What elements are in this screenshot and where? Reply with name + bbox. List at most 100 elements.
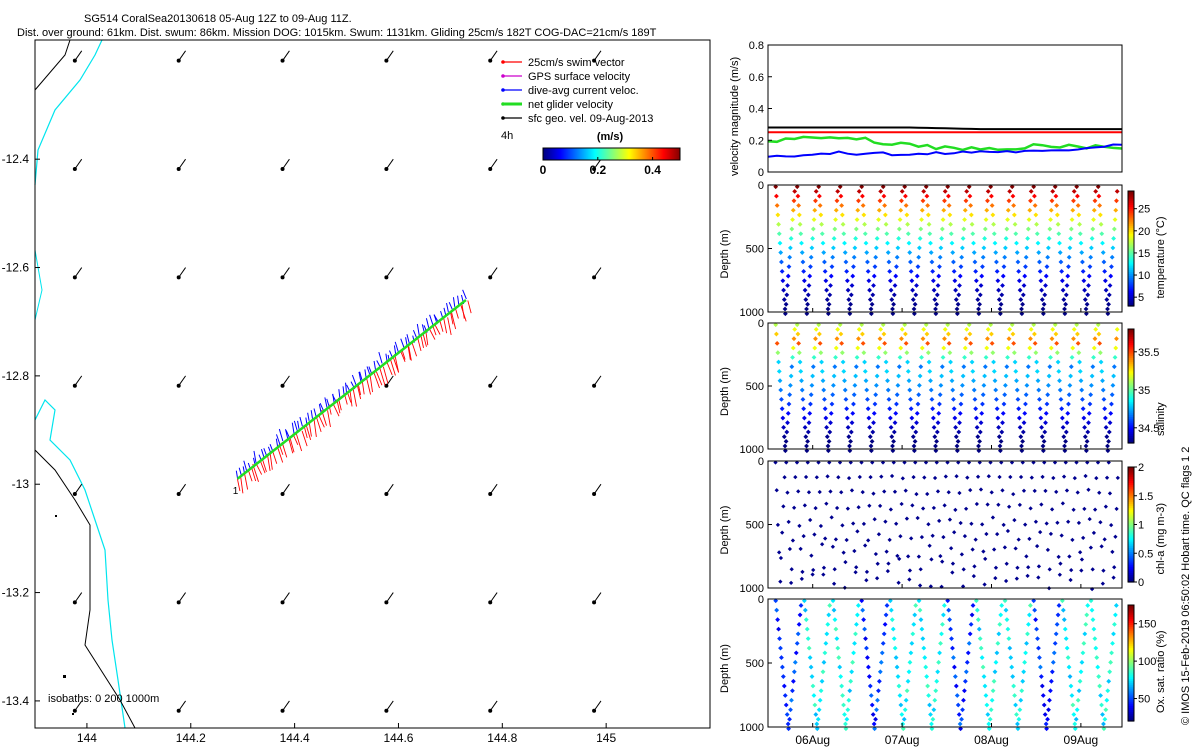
oxygen-colorbar-cell: [1128, 657, 1134, 660]
oxygen-colorbar-cell: [1128, 663, 1134, 666]
dive-avg-current-vector: [331, 394, 337, 402]
temperature-colorbar-cell: [1128, 271, 1134, 275]
temperature-colorbar-cell: [1128, 242, 1134, 246]
temperature-profile-point: [889, 297, 895, 302]
oxygen-profile-point: [817, 697, 823, 703]
chla-profile-point: [1001, 522, 1006, 527]
temperature-profile-point: [967, 193, 973, 199]
isobath-0-south-line: [34, 449, 136, 729]
chla-profile-point: [1040, 474, 1045, 480]
salinity-colorbar-cell: [1128, 348, 1134, 351]
temperature-profile-point: [800, 259, 806, 265]
dive-avg-current-vector: [443, 307, 447, 315]
oxygen-colorbar-cell: [1128, 672, 1134, 676]
salinity-profile-point: [905, 359, 910, 365]
temperature-profile-point: [813, 198, 818, 204]
temperature-profile-point: [1028, 198, 1033, 204]
map-colorbar-cell: [570, 148, 572, 160]
salinity-profile-point: [843, 396, 849, 402]
oxygen-profile-point: [1073, 716, 1079, 722]
salinity-profile-point: [806, 420, 812, 426]
current-arrow: [282, 158, 290, 170]
temperature-profile-point: [789, 226, 795, 232]
chla-profile-point: [840, 523, 845, 528]
oxygen-profile-point: [922, 655, 928, 660]
oxygen-colorbar-cell: [1128, 653, 1134, 656]
temperature-colorbar-cell: [1128, 279, 1134, 282]
salinity-profile-point: [1063, 438, 1068, 444]
oxygen-profile-point: [787, 716, 792, 722]
temperature-profile-point: [951, 268, 957, 274]
chla-profile-point: [808, 517, 813, 523]
chla-colorbar-cell: [1128, 562, 1134, 566]
temperature-profile-point: [958, 264, 964, 270]
swim-vector: [411, 342, 418, 357]
temperature-profile-point: [968, 212, 974, 218]
temperature-profile-point: [1020, 292, 1026, 298]
oxygen-profile-point: [931, 707, 937, 713]
current-arrow: [593, 158, 602, 170]
temperature-profile-point: [999, 292, 1005, 298]
temperature-profile-point: [1019, 306, 1024, 312]
chla-profile-point: [917, 583, 923, 588]
map-colorbar-cell: [602, 148, 604, 160]
map-colorbar-cell: [592, 148, 594, 160]
oxygen-profile-point: [897, 693, 903, 698]
salinity-profile-point: [874, 373, 880, 379]
dive-avg-current-vector: [253, 450, 257, 463]
oxygen-profile-point: [961, 697, 966, 703]
salinity-profile-point: [1112, 354, 1118, 360]
salinity-profile-point: [1113, 345, 1119, 351]
salinity-profile-point: [839, 350, 845, 356]
oxygen-profile-point: [1025, 631, 1030, 637]
salinity-colorbar-cell: [1128, 424, 1134, 427]
salinity-profile-point: [951, 396, 956, 402]
map-colorbar-cell: [649, 148, 651, 160]
temperature-profile-point: [1037, 259, 1042, 265]
oxygen-profile-point: [878, 659, 884, 665]
salinity-profile-point: [822, 406, 828, 412]
salinity-profile-point: [785, 410, 791, 416]
chla-profile-point: [1104, 475, 1110, 480]
swim-vector: [369, 374, 373, 393]
chla-profile-point: [884, 549, 889, 554]
salinity-colorbar-cell: [1128, 380, 1134, 383]
temperature-profile-point: [1088, 254, 1094, 260]
temperature-profile-point: [1096, 193, 1102, 199]
oxygen-profile-point: [1098, 693, 1103, 698]
chla-profile-point: [1061, 474, 1067, 479]
temperature-profile-point: [978, 283, 984, 288]
salinity-profile-point: [939, 364, 945, 370]
temperature-profile-point: [1053, 193, 1059, 199]
map-colorbar-cell: [599, 148, 601, 160]
temperature-profile-point: [828, 273, 834, 279]
map-colorbar-cell: [548, 148, 550, 160]
oxygen-colorbar-cell: [1128, 655, 1134, 658]
current-arrow: [74, 50, 83, 61]
temperature-profile-point: [850, 273, 856, 279]
oxygen-profile-point: [921, 645, 927, 651]
salinity-profile-point: [1086, 410, 1092, 416]
salinity-profile-point: [937, 401, 942, 407]
salinity-profile-point: [1013, 368, 1019, 374]
salinity-profile-point: [930, 406, 936, 412]
oxygen-profile-point: [1043, 721, 1049, 727]
oxygen-profile-point: [1093, 645, 1099, 651]
salinity-profile-point: [919, 354, 924, 360]
chla-profile-point: [1078, 550, 1083, 555]
temperature-profile-point: [882, 203, 888, 208]
current-arrow-head: [384, 275, 389, 280]
map-colorbar-cell: [608, 148, 610, 160]
chla-profile-point: [1054, 489, 1059, 495]
current-arrow-head: [488, 58, 493, 63]
salinity-profile-point: [991, 368, 997, 374]
temperature-profile-point: [919, 207, 925, 213]
chla-profile-point: [1072, 475, 1077, 481]
salinity-profile-point: [953, 424, 958, 430]
salinity-profile-point: [953, 434, 959, 440]
salinity-colorbar-label: salinity: [1155, 402, 1167, 436]
salinity-profile-point: [1024, 382, 1030, 388]
salinity-profile-point: [774, 331, 779, 337]
chla-profile-point: [849, 488, 855, 493]
map-colorbar-cell: [615, 148, 617, 160]
